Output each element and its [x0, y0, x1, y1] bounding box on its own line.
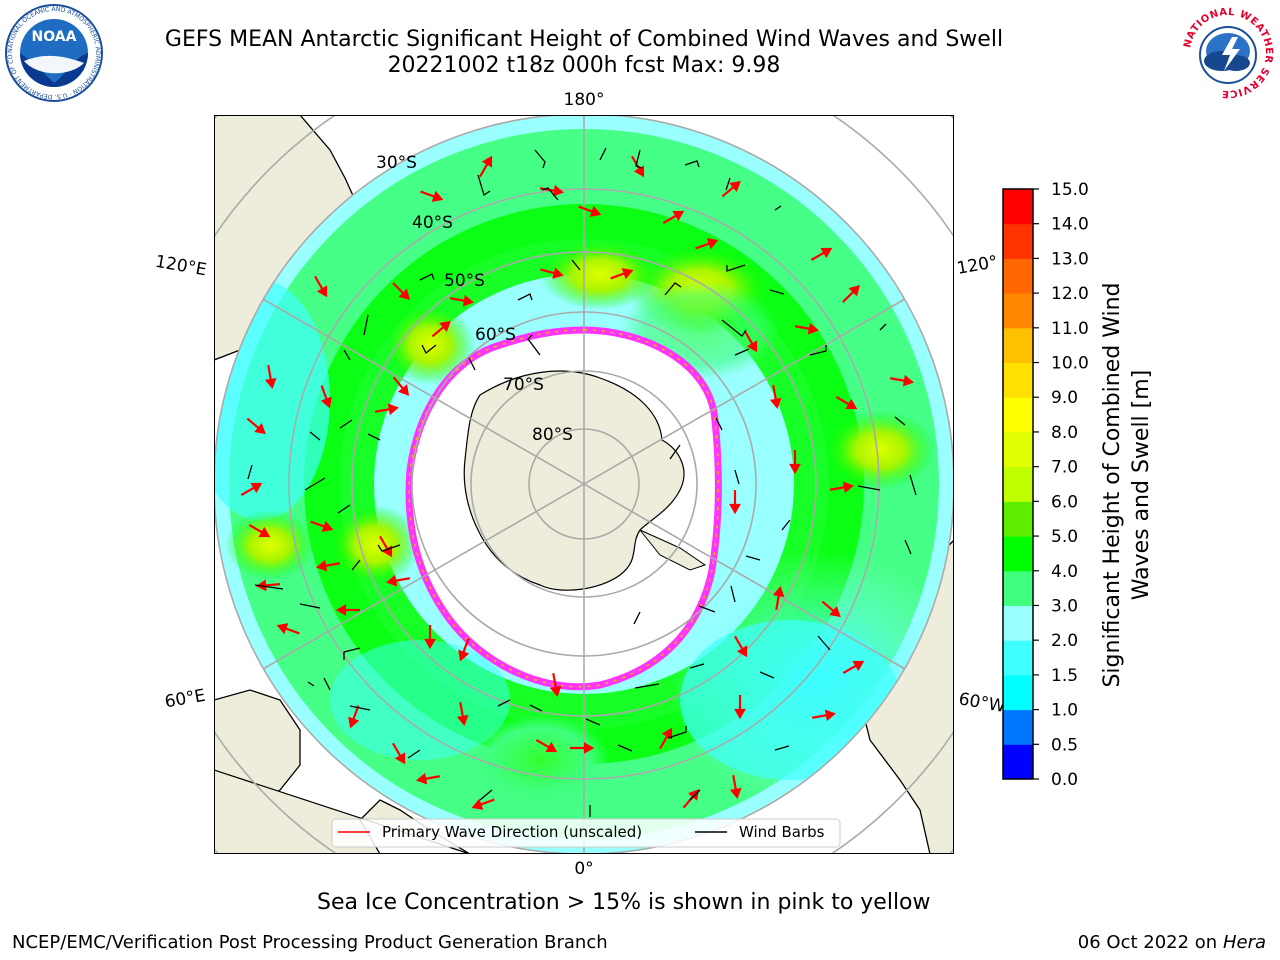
legend-wave-label: Primary Wave Direction (unscaled)	[382, 823, 642, 841]
sea-ice-note: Sea Ice Concentration > 15% is shown in …	[317, 890, 931, 915]
graticule	[214, 115, 954, 854]
lon-label-120e: 120°E	[154, 252, 208, 281]
lat-label-60s: 60°S	[475, 325, 516, 345]
nws-logo: NATIONAL WEATHER SERVICE	[1180, 5, 1276, 101]
footer-date: 06 Oct 2022 on Hera	[1078, 932, 1266, 953]
lon-label-60e: 60°E	[163, 686, 207, 713]
legend-barb-label: Wind Barbs	[739, 823, 825, 841]
lat-label-80s: 80°S	[532, 425, 573, 445]
chart-subtitle: 20221002 t18z 000h fcst Max: 9.98	[387, 53, 781, 78]
lat-label-70s: 70°S	[503, 375, 544, 395]
colorbar-label: Significant Height of Combined Wind Wave…	[1100, 282, 1154, 688]
lon-label-120w: 120°	[955, 252, 999, 279]
lon-label-0: 0°	[574, 859, 593, 879]
chart-title: GEFS MEAN Antarctic Significant Height o…	[164, 27, 1004, 52]
lon-label-180: 180°	[564, 90, 605, 110]
lat-label-30s: 30°S	[376, 153, 417, 173]
antarctica	[463, 370, 685, 591]
footer-credit: NCEP/EMC/Verification Post Processing Pr…	[12, 932, 608, 953]
lat-label-40s: 40°S	[412, 213, 453, 233]
wave-arrows	[240, 155, 915, 810]
lon-label-60w: 60°W	[957, 689, 1007, 717]
map-content: Primary Wave Direction (unscaled) Wind B…	[214, 115, 954, 854]
noaa-logo: NATIONAL OCEANIC AND ATMOSPHERIC ADMINIS…	[4, 3, 103, 102]
footer-host: Hera	[1222, 932, 1266, 953]
footer-date-text: 06 Oct 2022 on	[1077, 932, 1218, 953]
map-legend: Primary Wave Direction (unscaled) Wind B…	[331, 818, 841, 848]
latitude-labels: 30°S 40°S 50°S 60°S 70°S 80°S	[376, 153, 573, 445]
lat-label-50s: 50°S	[444, 271, 485, 291]
noaa-text: NOAA	[32, 29, 77, 45]
wind-barbs	[247, 147, 917, 817]
